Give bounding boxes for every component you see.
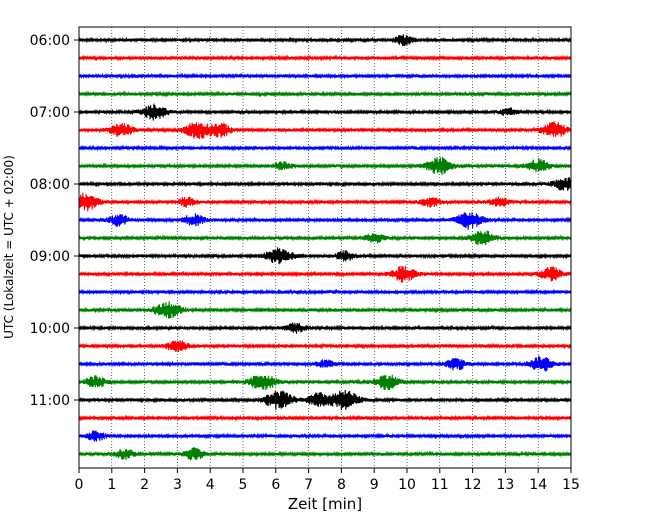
seismic-trace xyxy=(78,247,572,265)
seismic-trace xyxy=(78,192,572,212)
seismic-trace xyxy=(78,72,572,80)
y-tick-label: 10:00 xyxy=(30,321,70,337)
seismic-trace xyxy=(78,90,572,98)
seismic-trace xyxy=(78,355,572,372)
y-ticks: 06:00 07:00 08:00 09:00 10:00 11:00 xyxy=(30,33,79,409)
x-tick-label: 9 xyxy=(370,477,379,493)
seismic-trace xyxy=(78,212,572,230)
seismic-trace xyxy=(78,389,572,410)
y-tick-label: 08:00 xyxy=(30,177,70,193)
seismic-trace xyxy=(78,54,572,62)
y-tick-label: 11:00 xyxy=(30,393,70,409)
x-tick-label: 7 xyxy=(304,477,313,493)
x-tick-label: 3 xyxy=(173,477,182,493)
y-tick-label: 09:00 xyxy=(30,249,70,265)
x-tick-label: 12 xyxy=(464,477,482,493)
seismic-trace xyxy=(78,265,572,283)
x-tick-label: 5 xyxy=(239,477,248,493)
seismic-trace xyxy=(78,144,572,152)
seismic-trace xyxy=(78,34,572,47)
seismic-trace xyxy=(78,414,572,422)
x-tick-label: 6 xyxy=(271,477,280,493)
x-tick-label: 14 xyxy=(529,477,547,493)
seismic-trace xyxy=(78,340,572,353)
seismic-trace xyxy=(78,230,572,246)
seismic-trace xyxy=(78,374,572,390)
x-tick-label: 8 xyxy=(337,477,346,493)
y-tick-label: 06:00 xyxy=(30,33,70,49)
plot-frame xyxy=(78,26,572,469)
x-tick-label: 11 xyxy=(431,477,449,493)
y-axis-label: UTC (Lokalzeit = UTC + 02:00) xyxy=(2,155,16,339)
seismic-trace xyxy=(78,430,572,442)
seismic-trace xyxy=(78,121,572,140)
x-tick-label: 4 xyxy=(206,477,215,493)
seismic-trace xyxy=(78,288,572,296)
x-ticks: 0 1 2 3 4 5 6 7 8 9 10 11 12 13 14 15 xyxy=(75,468,580,493)
x-tick-label: 2 xyxy=(140,477,149,493)
x-tick-label: 1 xyxy=(107,477,116,493)
seismic-trace xyxy=(78,103,572,121)
x-tick-label: 10 xyxy=(398,477,416,493)
x-axis-label: Zeit [min] xyxy=(288,495,362,513)
seismic-trace xyxy=(78,322,572,334)
x-tick-label: 15 xyxy=(562,477,580,493)
seismic-trace xyxy=(78,177,572,191)
x-tick-label: 13 xyxy=(496,477,514,493)
trace-group xyxy=(78,34,572,461)
x-tick-label: 0 xyxy=(75,477,84,493)
seismic-trace xyxy=(78,156,572,176)
seismic-trace xyxy=(78,301,572,319)
y-tick-label: 07:00 xyxy=(30,105,70,121)
seismic-trace xyxy=(78,447,572,461)
